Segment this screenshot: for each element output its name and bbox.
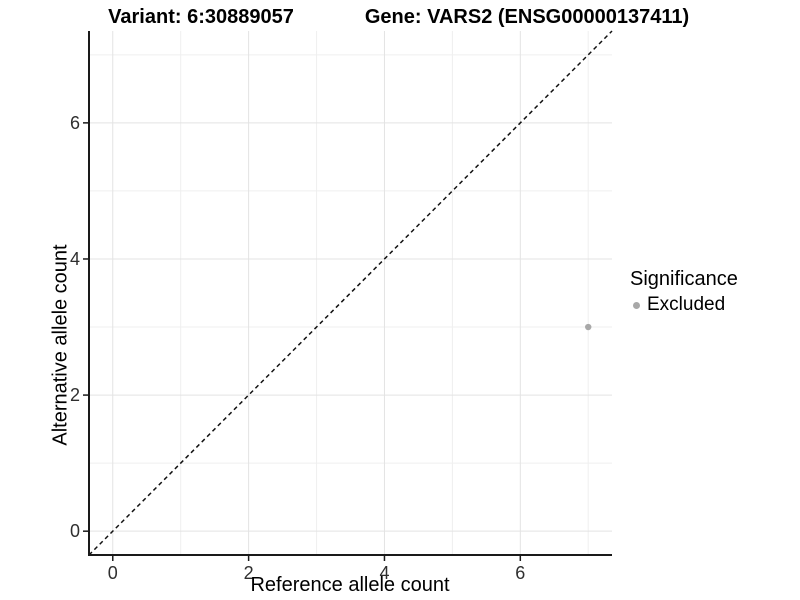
x-tick-label: 2 (243, 563, 254, 583)
data-point (585, 323, 592, 331)
plot-title-variant: Variant: 6:30889057 (108, 6, 294, 28)
legend: Significance Excluded (630, 268, 800, 316)
legend-point-icon (633, 301, 640, 309)
y-axis-title: Alternative allele count (49, 244, 72, 446)
legend-item-label: Excluded (647, 294, 726, 315)
legend-title: Significance (630, 268, 738, 290)
y-tick-label: 0 (69, 521, 80, 542)
x-axis-title: Reference allele count (250, 574, 450, 596)
x-tick-label: 6 (515, 563, 526, 583)
y-tick-label: 6 (69, 112, 80, 133)
identity-line (88, 30, 613, 556)
x-tick-label: 4 (379, 563, 390, 583)
y-tick-label: 4 (69, 248, 80, 269)
y-tick-label: 2 (69, 385, 80, 406)
legend-item-excluded: Excluded (630, 294, 800, 316)
x-tick-label: 0 (107, 563, 118, 583)
plot-title-gene: Gene: VARS2 (ENSG00000137411) (364, 6, 690, 28)
